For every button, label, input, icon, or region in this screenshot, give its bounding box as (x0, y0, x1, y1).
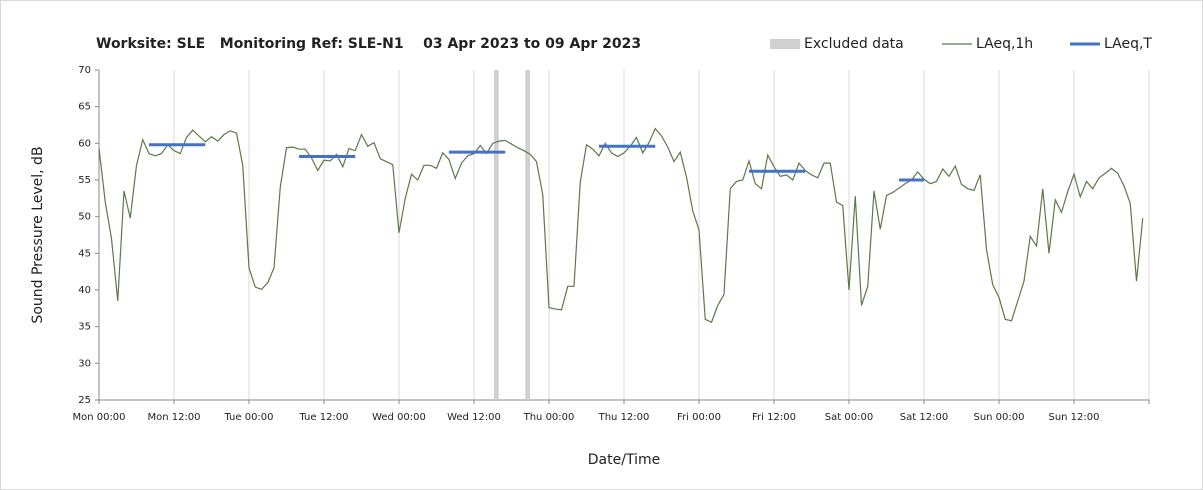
chart-title: Worksite: SLE Monitoring Ref: SLE-N1 03 … (96, 36, 641, 52)
excluded-band (494, 70, 499, 400)
legend-label: LAeq,1h (976, 36, 1033, 52)
x-tick-label: Tue 12:00 (298, 412, 348, 423)
y-tick-label: 55 (78, 175, 91, 186)
x-tick-label: Thu 00:00 (523, 412, 575, 423)
x-tick-label: Sun 12:00 (1048, 412, 1099, 423)
x-tick-label: Mon 00:00 (72, 412, 125, 423)
legend-swatch (770, 39, 800, 49)
y-axis-label: Sound Pressure Level, dB (30, 146, 46, 323)
y-tick-label: 40 (78, 285, 91, 296)
line (98, 127, 1144, 324)
x-axis-label: Date/Time (588, 452, 660, 468)
x-tick-label: Wed 00:00 (372, 412, 426, 423)
y-tick-label: 50 (78, 212, 91, 223)
y-tick-label: 25 (78, 395, 91, 406)
y-tick-label: 30 (78, 358, 91, 369)
x-tick-label: Fri 12:00 (752, 412, 796, 423)
legend-label: LAeq,T (1104, 36, 1152, 52)
legend-label: Excluded data (804, 36, 904, 52)
x-tick-label: Fri 00:00 (677, 412, 721, 423)
x-tick-label: Sun 00:00 (973, 412, 1024, 423)
y-tick-label: 70 (78, 65, 91, 76)
x-tick-label: Thu 12:00 (598, 412, 650, 423)
excluded-band (525, 70, 530, 400)
y-tick-label: 45 (78, 248, 91, 259)
x-tick-label: Sat 00:00 (825, 412, 873, 423)
y-tick-label: 35 (78, 322, 91, 333)
y-tick-label: 65 (78, 102, 91, 113)
x-tick-label: Mon 12:00 (147, 412, 200, 423)
y-tick-label: 60 (78, 138, 91, 149)
x-tick-label: Sat 12:00 (900, 412, 948, 423)
x-tick-label: Wed 12:00 (447, 412, 501, 423)
x-tick-label: Tue 00:00 (223, 412, 273, 423)
